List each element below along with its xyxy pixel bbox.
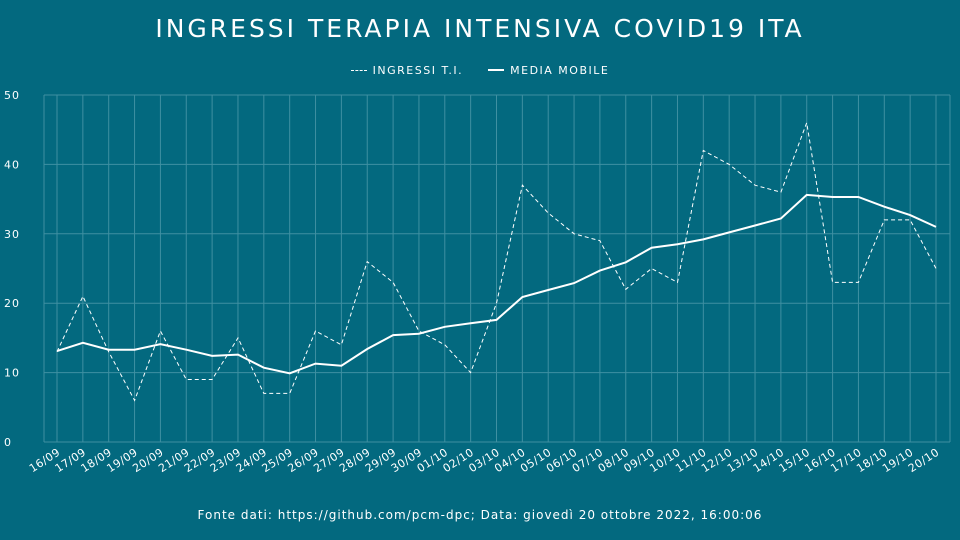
legend-item-ingressi: INGRESSI T.I. [350,64,464,77]
legend-label-ingressi: INGRESSI T.I. [372,64,464,77]
chart-title: INGRESSI TERAPIA INTENSIVA COVID19 ITA [155,14,805,43]
legend-swatch-dashed [350,70,367,71]
series-media-mobile-line [56,193,937,375]
y-tick-label: 30 [4,228,20,241]
chart-legend: INGRESSI T.I. MEDIA MOBILE [0,61,960,77]
legend-label-media-mobile: MEDIA MOBILE [510,63,610,77]
series-ingressi-line [56,120,937,402]
y-tick-label: 50 [4,89,20,102]
legend-swatch-solid [488,69,505,71]
y-tick-label: 0 [4,436,12,449]
y-tick-label: 10 [4,367,20,380]
y-tick-label: 40 [4,158,20,171]
source-note: Fonte dati: https://github.com/pcm-dpc; … [197,508,763,522]
legend-item-media-mobile: MEDIA MOBILE [488,64,609,77]
y-tick-label: 20 [4,297,20,310]
